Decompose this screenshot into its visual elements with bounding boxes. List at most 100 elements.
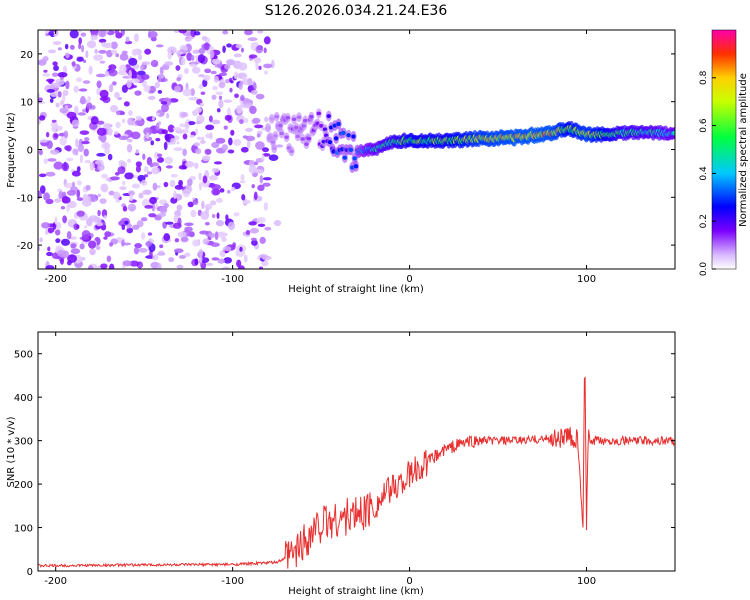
heatmap-noise-cell: [38, 173, 47, 178]
heatmap-noise-cell: [227, 221, 236, 231]
heatmap-noise-cell: [184, 252, 191, 257]
heatmap-noise-cell: [161, 129, 168, 135]
heatmap-noise-cell: [202, 238, 210, 245]
heatmap-noise-cell: [262, 177, 272, 181]
heatmap-noise-cell: [85, 184, 91, 191]
heatmap-noise-cell: [251, 239, 258, 246]
heatmap-noise-cell: [71, 181, 76, 188]
colorbar-tick-label: 0.2: [699, 214, 709, 228]
heatmap-noise-cell: [126, 144, 133, 153]
heatmap-noise-cell: [65, 80, 70, 90]
heatmap-noise-cell: [193, 142, 201, 147]
x-tick-label: -200: [44, 576, 67, 587]
heatmap-noise-cell: [206, 262, 214, 266]
heatmap-noise-cell: [202, 74, 211, 81]
heatmap-noise-cell: [49, 149, 60, 155]
heatmap-noise-cell: [43, 69, 48, 73]
heatmap-noise-cell: [107, 153, 113, 161]
heatmap-noise-cell: [250, 89, 258, 95]
heatmap-noise-cell: [64, 145, 70, 151]
heatmap-noise-cell: [77, 112, 87, 116]
heatmap-noise-cell: [184, 37, 193, 42]
heatmap-signal-cell: [270, 140, 276, 144]
heatmap-noise-cell: [253, 191, 258, 201]
heatmap-noise-cell: [128, 57, 138, 66]
heatmap-noise-cell: [79, 243, 85, 250]
heatmap-noise-cell: [236, 259, 242, 268]
heatmap-noise-cell: [173, 248, 184, 254]
heatmap-noise-cell: [134, 119, 145, 126]
heatmap-signal-cell: [265, 126, 271, 130]
heatmap-noise-cell: [240, 47, 244, 53]
heatmap-noise-cell: [104, 231, 112, 238]
heatmap-noise-cell: [148, 213, 157, 218]
heatmap-noise-cell: [185, 161, 195, 168]
heatmap-noise-cell: [239, 119, 244, 125]
heatmap-noise-cell: [204, 221, 210, 226]
heatmap-noise-cell: [226, 43, 232, 48]
y-tick-label: 500: [14, 350, 33, 361]
heatmap-noise-cell: [131, 48, 138, 56]
heatmap-noise-cell: [71, 170, 81, 177]
heatmap-noise-cell: [90, 116, 99, 125]
heatmap-noise-cell: [259, 174, 264, 184]
heatmap-noise-cell: [48, 31, 55, 36]
heatmap-noise-cell: [153, 151, 160, 160]
heatmap-noise-cell: [258, 254, 268, 259]
heatmap-noise-cell: [126, 223, 132, 229]
heatmap-noise-cell: [142, 189, 152, 195]
heatmap-noise-cell: [140, 64, 145, 72]
heatmap-noise-cell: [225, 78, 230, 84]
heatmap-noise-cell: [122, 205, 128, 212]
heatmap-noise-cell: [109, 242, 114, 247]
heatmap-noise-cell: [200, 211, 210, 220]
heatmap-noise-cell: [157, 77, 162, 83]
heatmap-noise-cell: [195, 107, 203, 113]
heatmap-noise-cell: [177, 231, 187, 238]
heatmap-noise-cell: [191, 66, 201, 74]
heatmap-noise-cell: [88, 65, 93, 75]
heatmap-noise-cell: [133, 247, 140, 255]
heatmap-noise-cell: [262, 182, 271, 187]
heatmap-y-ticks: -20 -10 0 10 20: [17, 50, 675, 252]
heatmap-noise-cell: [141, 179, 145, 184]
y-tick-label: 400: [14, 393, 33, 404]
heatmap-signal-cell: [284, 135, 289, 139]
heatmap-noise-cell: [130, 78, 141, 84]
heatmap-noise-cell: [43, 192, 50, 201]
heatmap-noise-cell: [75, 138, 79, 148]
heatmap-signal-cell: [672, 130, 675, 136]
heatmap-noise-cell: [184, 121, 190, 130]
heatmap-noise-cell: [182, 133, 188, 140]
heatmap-noise-cell: [197, 250, 203, 259]
snr-y-ticks: 0 100 200 300 400 500: [14, 350, 675, 578]
heatmap-noise-cell: [141, 74, 150, 80]
heatmap-noise-cell: [240, 146, 249, 153]
heatmap-noise-cell: [61, 191, 67, 197]
heatmap-noise-cell: [182, 148, 187, 157]
heatmap-noise-cell: [170, 137, 176, 145]
heatmap-noise-cell: [45, 265, 55, 269]
heatmap-noise-cell: [243, 118, 249, 123]
heatmap-noise-cell: [176, 76, 182, 82]
heatmap-noise-cell: [115, 53, 119, 58]
heatmap-noise-cell: [211, 213, 216, 219]
heatmap-noise-cell: [264, 226, 272, 231]
colorbar: 0.0 0.2 0.4 0.6 0.8 Normalized spectral ampl…: [699, 29, 749, 276]
heatmap-noise-cell: [164, 61, 174, 66]
heatmap-noise-cell: [211, 167, 220, 173]
heatmap-noise-cell: [141, 61, 151, 66]
heatmap-noise-cell: [96, 222, 104, 227]
heatmap-noise-cell: [134, 90, 142, 96]
heatmap-noise-cell: [127, 203, 137, 212]
heatmap-noise-cell: [263, 63, 273, 69]
heatmap-noise-cell: [176, 264, 184, 269]
heatmap-noise-cell: [115, 121, 121, 129]
snr-x-label: Height of straight line (km): [288, 586, 424, 597]
heatmap-noise-cell: [152, 182, 158, 191]
heatmap-noise-cell: [114, 91, 120, 99]
heatmap-signal-cell: [291, 117, 297, 122]
heatmap-noise-cell: [112, 81, 117, 86]
heatmap-noise-cell: [210, 70, 217, 75]
heatmap-noise-cell: [39, 237, 43, 243]
